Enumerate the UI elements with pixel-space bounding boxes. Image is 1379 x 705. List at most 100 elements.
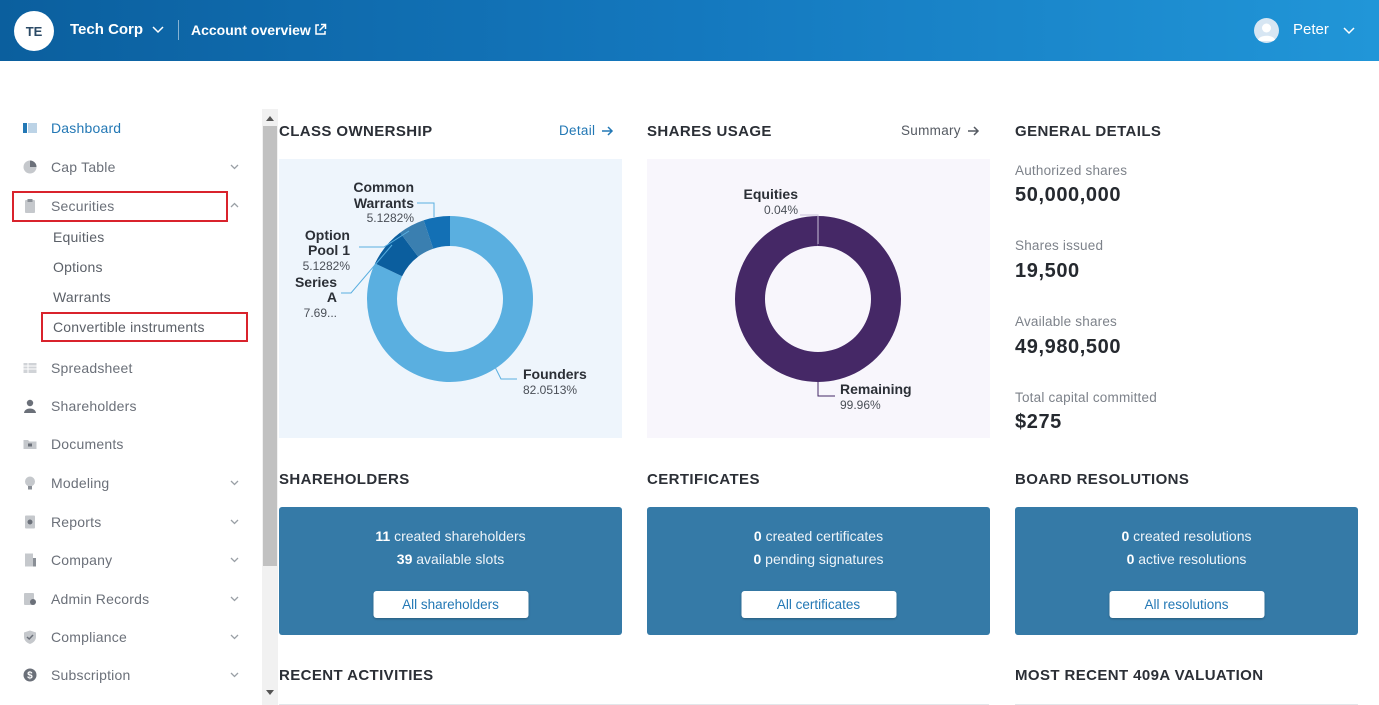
sidebar-item-securities[interactable]: Securities — [22, 194, 244, 218]
donut-segments — [367, 216, 533, 382]
sidebar-item-dashboard[interactable]: Dashboard — [22, 116, 244, 140]
sidebar-item-label: Shareholders — [51, 398, 137, 414]
chevron-down-icon[interactable] — [1342, 23, 1356, 37]
donut-slice-option-pool-1[interactable] — [400, 220, 434, 257]
shares-usage-title: SHARES USAGE — [647, 123, 772, 140]
valuation-title: MOST RECENT 409A VALUATION — [1015, 667, 1264, 684]
shareholders-slots-line: 39 available slots — [396, 551, 505, 567]
label-series: Series — [295, 274, 337, 290]
detail-link-label: Detail — [559, 123, 596, 138]
chevron-down-icon[interactable] — [229, 669, 240, 680]
chevron-up-icon[interactable] — [229, 200, 240, 211]
donut-slice-common-warrants[interactable] — [423, 216, 450, 249]
chevron-down-icon[interactable] — [229, 477, 240, 488]
sidebar-item-label: Spreadsheet — [51, 360, 133, 376]
all-certificates-button[interactable]: All certificates — [741, 591, 896, 618]
sidebar-item-documents[interactable]: Documents — [22, 432, 244, 456]
chevron-down-icon[interactable] — [229, 161, 240, 172]
summary-link-label: Summary — [901, 123, 961, 138]
sidebar: Dashboard Cap Table Securities Equities … — [0, 61, 262, 705]
label-equities-pct: 0.04% — [764, 203, 798, 217]
user-name[interactable]: Peter — [1293, 21, 1329, 38]
leader-line-remaining — [817, 381, 835, 397]
sidebar-item-reports[interactable]: Reports — [22, 510, 244, 534]
dollar-circle-icon: $ — [23, 668, 37, 682]
certificates-card: 0 created certificates 0 pending signatu… — [647, 507, 990, 635]
scroll-up-arrow-icon[interactable] — [265, 114, 275, 122]
leader-line-equities — [800, 214, 819, 244]
label-a: A — [327, 289, 337, 305]
donut-slice-founders[interactable] — [367, 216, 533, 382]
sidebar-subitem-convertible-instruments[interactable]: Convertible instruments — [53, 319, 205, 335]
sidebar-item-label: Subscription — [51, 667, 131, 683]
resolutions-active-line: 0 active resolutions — [1126, 551, 1247, 567]
sidebar-item-cap-table[interactable]: Cap Table — [22, 155, 244, 179]
securities-highlight-box — [12, 191, 228, 222]
spreadsheet-icon — [23, 363, 37, 373]
class-ownership-donut: Common Warrants 5.1282% Option Pool 1 5.… — [295, 179, 587, 397]
chevron-down-icon[interactable] — [151, 22, 165, 36]
account-overview-link[interactable]: Account overview — [191, 22, 311, 38]
class-ownership-chart: Common Warrants 5.1282% Option Pool 1 5.… — [279, 159, 622, 438]
folder-icon — [23, 440, 37, 449]
org-name[interactable]: Tech Corp — [70, 21, 144, 38]
sidebar-item-label: Company — [51, 552, 113, 568]
resolutions-created-line: 0 created resolutions — [1121, 528, 1252, 544]
sidebar-subitem-equities[interactable]: Equities — [53, 229, 105, 245]
chevron-down-icon[interactable] — [229, 554, 240, 565]
sidebar-item-label: Reports — [51, 514, 102, 530]
shareholders-title: SHAREHOLDERS — [279, 471, 410, 488]
sidebar-item-label: Compliance — [51, 629, 127, 645]
chevron-down-icon[interactable] — [229, 593, 240, 604]
user-avatar[interactable] — [1254, 18, 1279, 43]
sidebar-item-shareholders[interactable]: Shareholders — [22, 394, 244, 418]
label-option-pool-pct: 5.1282% — [303, 259, 351, 273]
label-common: Common — [353, 179, 414, 195]
donut-slice-remaining[interactable] — [735, 216, 901, 382]
person-icon — [24, 399, 36, 413]
sidebar-subitem-options[interactable]: Options — [53, 259, 103, 275]
board-resolutions-card: 0 created resolutions 0 active resolutio… — [1015, 507, 1358, 635]
certificates-title: CERTIFICATES — [647, 471, 760, 488]
sidebar-item-company[interactable]: Company — [22, 548, 244, 572]
building-icon — [25, 553, 36, 567]
authorized-shares-label: Authorized shares — [1015, 163, 1128, 178]
shares-issued-label: Shares issued — [1015, 238, 1104, 253]
sidebar-item-label: Dashboard — [51, 120, 122, 136]
scroll-down-arrow-icon[interactable] — [265, 689, 275, 697]
scrollbar-thumb[interactable] — [263, 126, 277, 566]
arrow-right-icon — [602, 125, 614, 136]
general-details-title: GENERAL DETAILS — [1015, 123, 1162, 140]
shares-usage-chart: Equities 0.04% Remaining 99.96% — [647, 159, 990, 438]
label-common-warrants-pct: 5.1282% — [367, 211, 415, 225]
shareholders-created-line: 11 created shareholders — [375, 528, 526, 544]
user-icon — [1257, 23, 1276, 41]
all-resolutions-button[interactable]: All resolutions — [1109, 591, 1264, 618]
leader-line-founders — [490, 358, 517, 380]
donut-slice-series-a[interactable] — [375, 232, 419, 277]
sidebar-item-spreadsheet[interactable]: Spreadsheet — [22, 356, 244, 380]
shares-usage-summary-link[interactable]: Summary — [901, 123, 980, 138]
sidebar-item-modeling[interactable]: Modeling — [22, 471, 244, 495]
org-avatar[interactable]: TE — [14, 11, 54, 51]
class-ownership-detail-link[interactable]: Detail — [559, 123, 614, 138]
label-warrants: Warrants — [354, 195, 414, 211]
sidebar-item-admin-records[interactable]: Admin Records — [22, 587, 244, 611]
total-capital-value: $275 — [1015, 411, 1062, 433]
leader-line-series-a — [341, 244, 393, 294]
external-link-icon[interactable] — [314, 23, 327, 36]
board-resolutions-title: BOARD RESOLUTIONS — [1015, 471, 1190, 488]
clipboard-icon — [25, 199, 35, 213]
chevron-down-icon[interactable] — [229, 631, 240, 642]
all-shareholders-button[interactable]: All shareholders — [373, 591, 528, 618]
shareholders-card: 11 created shareholders 39 available slo… — [279, 507, 622, 635]
header-separator — [178, 20, 179, 40]
sidebar-subitem-warrants[interactable]: Warrants — [53, 289, 111, 305]
sidebar-item-label: Securities — [51, 198, 115, 214]
label-option: Option — [305, 227, 350, 243]
label-founders: Founders — [523, 366, 587, 382]
sidebar-item-subscription[interactable]: $ Subscription — [22, 663, 244, 687]
sidebar-item-compliance[interactable]: Compliance — [22, 625, 244, 649]
convertible-highlight-box — [41, 312, 248, 342]
chevron-down-icon[interactable] — [229, 516, 240, 527]
